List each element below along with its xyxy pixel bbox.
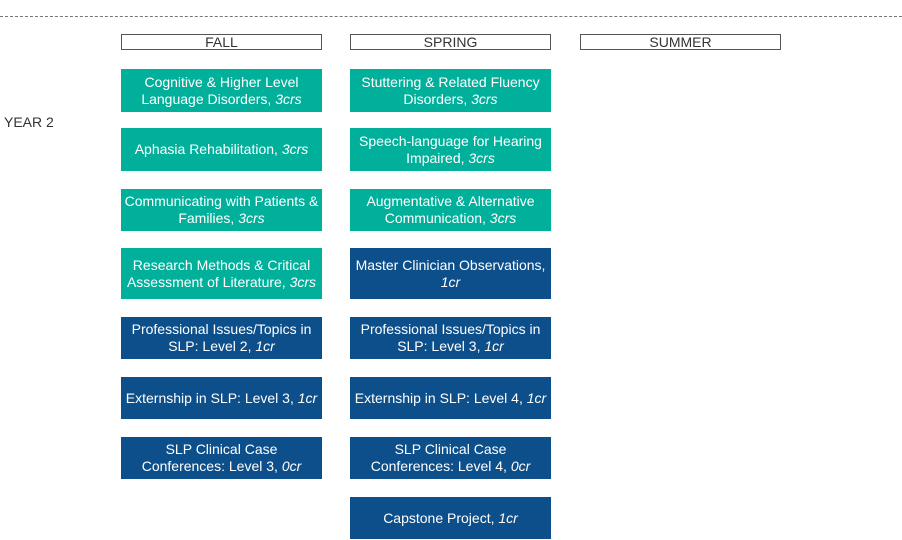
course-box: Master Clinician Observations, 1cr	[350, 248, 551, 299]
course-title: Research Methods & Critical Assessment o…	[124, 257, 319, 291]
course-name: SLP Clinical Case Conferences: Level 3,	[141, 441, 282, 474]
course-name: Augmentative & Alternative Communication…	[366, 193, 535, 226]
term-header-fall: FALL	[121, 34, 322, 50]
course-box: Aphasia Rehabilitation, 3crs	[121, 128, 322, 171]
course-name: Externship in SLP: Level 4,	[354, 389, 527, 406]
course-name: Cognitive & Higher Level Language Disord…	[141, 73, 299, 107]
course-title: Augmentative & Alternative Communication…	[353, 193, 548, 227]
course-credits: 1cr	[526, 389, 547, 406]
course-credits: 1cr	[440, 273, 461, 290]
course-name: SLP Clinical Case Conferences: Level 4,	[370, 441, 511, 474]
course-title: Speech-language for Hearing Impaired, 3c…	[353, 133, 548, 167]
course-box: Professional Issues/Topics in SLP: Level…	[350, 317, 551, 359]
course-title: Aphasia Rehabilitation, 3crs	[135, 141, 309, 158]
course-credits: 3crs	[281, 141, 309, 157]
course-name: Research Methods & Critical Assessment o…	[126, 256, 311, 290]
course-credits: 3crs	[471, 90, 498, 107]
course-title: Stuttering & Related Fluency Disorders, …	[353, 74, 548, 108]
course-box: Research Methods & Critical Assessment o…	[121, 248, 322, 299]
course-credits: 3crs	[468, 149, 495, 166]
term-header-spring: SPRING	[350, 34, 551, 50]
term-header-summer: SUMMER	[580, 34, 781, 50]
course-credits: 1cr	[484, 338, 504, 354]
course-credits: 0cr	[510, 458, 531, 474]
course-credits: 1cr	[498, 509, 518, 526]
course-title: Capstone Project, 1cr	[383, 510, 518, 527]
course-box: Professional Issues/Topics in SLP: Level…	[121, 317, 322, 359]
course-box: Capstone Project, 1cr	[350, 497, 551, 539]
course-title: Externship in SLP: Level 3, 1cr	[126, 390, 317, 407]
course-title: SLP Clinical Case Conferences: Level 3, …	[124, 441, 319, 475]
course-name: Stuttering & Related Fluency Disorders,	[361, 73, 540, 107]
course-title: Externship in SLP: Level 4, 1cr	[355, 390, 546, 407]
course-box: Externship in SLP: Level 3, 1cr	[121, 377, 322, 419]
divider	[0, 16, 902, 17]
course-name: Master Clinician Observations,	[355, 256, 546, 273]
course-name: Externship in SLP: Level 3,	[125, 389, 298, 406]
course-title: Communicating with Patients & Families, …	[124, 193, 319, 227]
course-box: Stuttering & Related Fluency Disorders, …	[350, 69, 551, 112]
course-credits: 3crs	[275, 90, 302, 107]
course-credits: 1cr	[255, 338, 275, 354]
course-credits: 0cr	[281, 458, 302, 474]
course-title: Master Clinician Observations, 1cr	[353, 257, 548, 291]
course-box: SLP Clinical Case Conferences: Level 3, …	[121, 437, 322, 479]
course-box: Speech-language for Hearing Impaired, 3c…	[350, 128, 551, 171]
course-credits: 3crs	[238, 210, 265, 226]
course-credits: 3crs	[489, 210, 517, 226]
course-box: Externship in SLP: Level 4, 1cr	[350, 377, 551, 419]
course-box: SLP Clinical Case Conferences: Level 4, …	[350, 437, 551, 479]
course-box: Communicating with Patients & Families, …	[121, 189, 322, 231]
course-name: Capstone Project,	[383, 509, 499, 526]
course-name: Communicating with Patients & Families,	[124, 193, 319, 226]
course-title: Professional Issues/Topics in SLP: Level…	[124, 321, 319, 355]
year-label: YEAR 2	[4, 114, 54, 130]
course-name: Professional Issues/Topics in SLP: Level…	[131, 321, 312, 354]
course-title: SLP Clinical Case Conferences: Level 4, …	[353, 441, 548, 475]
course-box: Cognitive & Higher Level Language Disord…	[121, 69, 322, 112]
course-title: Professional Issues/Topics in SLP: Level…	[353, 321, 548, 355]
course-name: Speech-language for Hearing Impaired,	[359, 132, 542, 166]
course-name: Professional Issues/Topics in SLP: Level…	[360, 321, 541, 354]
course-name: Aphasia Rehabilitation,	[134, 141, 282, 157]
course-title: Cognitive & Higher Level Language Disord…	[124, 74, 319, 108]
course-box: Augmentative & Alternative Communication…	[350, 189, 551, 231]
course-credits: 1cr	[297, 389, 318, 406]
course-credits: 3crs	[289, 273, 317, 290]
